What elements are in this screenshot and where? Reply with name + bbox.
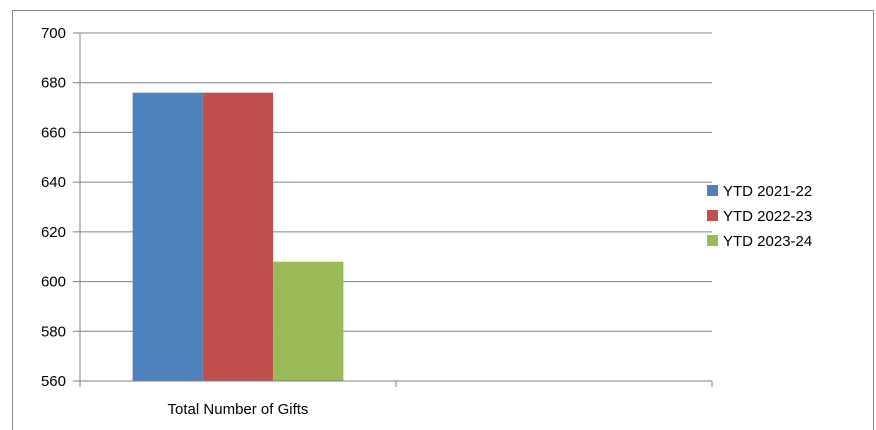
legend: YTD 2021-22 YTD 2022-23 YTD 2023-24 — [707, 183, 812, 250]
legend-label: YTD 2021-22 — [723, 183, 812, 200]
y-tick-label: 640 — [41, 174, 66, 191]
y-tick-label: 560 — [41, 373, 66, 390]
y-tick-label: 680 — [41, 75, 66, 92]
legend-swatch — [707, 210, 718, 221]
y-tick-label: 580 — [41, 323, 66, 340]
bar-ytd-2021-22 — [132, 92, 203, 382]
x-tick-label: Total Number of Gifts — [168, 401, 309, 418]
y-tick-label: 600 — [41, 274, 66, 291]
y-tick-label: 700 — [41, 25, 66, 42]
y-tick-label: 620 — [41, 224, 66, 241]
legend-swatch — [707, 185, 718, 196]
axes — [79, 33, 713, 387]
bar-ytd-2022-23 — [202, 92, 274, 382]
legend-label: YTD 2022-23 — [723, 208, 812, 225]
chart-frame — [12, 10, 874, 430]
bars — [132, 92, 344, 382]
legend-swatch — [707, 235, 718, 246]
y-tick-labels: 560 580 600 620 640 660 680 700 — [41, 25, 66, 390]
x-tick-labels: Total Number of Gifts — [168, 401, 309, 418]
y-tick-label: 660 — [41, 124, 66, 141]
legend-label: YTD 2023-24 — [723, 233, 812, 250]
bar-ytd-2023-24 — [273, 261, 344, 381]
